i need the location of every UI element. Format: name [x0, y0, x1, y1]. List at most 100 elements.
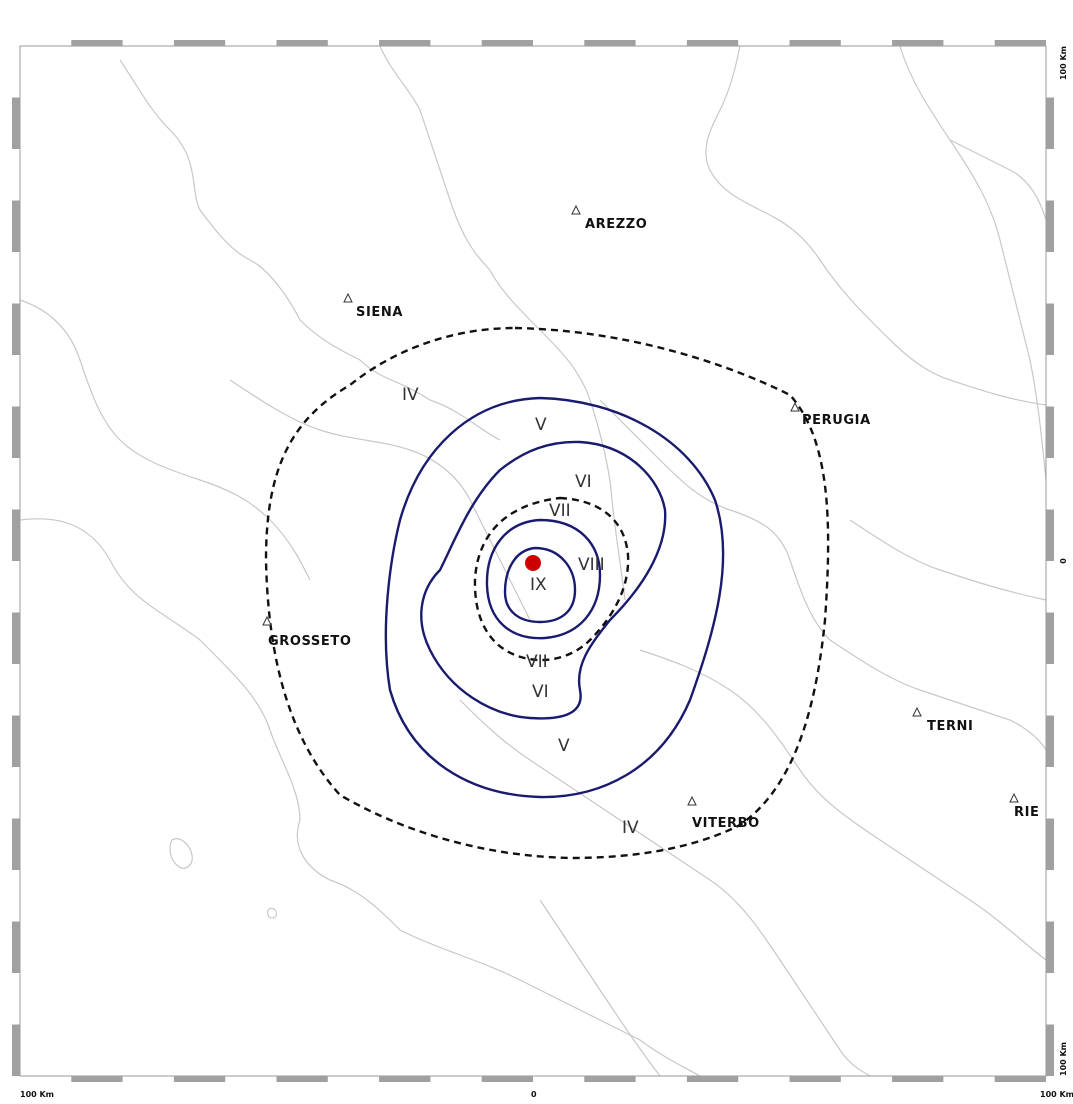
island-outline: [169, 838, 193, 869]
triangle-icon: [343, 292, 353, 303]
isoseismal-v: [384, 396, 725, 799]
isoseismal-vi: [420, 440, 667, 720]
scale-stripe: [12, 921, 20, 973]
scale-stripe: [994, 1076, 1046, 1082]
island-outline: [267, 907, 277, 919]
city-label: SIENA: [356, 305, 403, 320]
scale-stripe: [1046, 509, 1054, 561]
scale-stripe: [12, 97, 20, 149]
intensity-label: VII: [549, 501, 571, 521]
city-label: GROSSETO: [268, 634, 351, 649]
intensity-label: VI: [532, 682, 549, 702]
scale-label-bottom-center: 0: [531, 1090, 537, 1099]
scale-stripe: [173, 40, 226, 46]
scale-stripe: [584, 40, 636, 46]
scale-stripe: [12, 200, 20, 252]
scale-stripe: [1046, 200, 1054, 252]
epicenter-marker[interactable]: [525, 555, 541, 571]
city-terni[interactable]: TERNI: [912, 706, 973, 734]
city-label: PERUGIA: [802, 413, 871, 428]
city-viterbo[interactable]: VITERBO: [687, 795, 760, 831]
scale-label-bottom-right: 100 Km: [1040, 1090, 1073, 1099]
scale-stripe: [686, 1076, 739, 1082]
scale-stripe: [789, 40, 841, 46]
isoseismal-iv: [264, 326, 830, 860]
intensity-label: VI: [575, 472, 592, 492]
scale-stripe: [1046, 921, 1054, 973]
scale-stripe: [892, 40, 944, 46]
triangle-icon: [1009, 792, 1019, 803]
triangle-icon: [687, 795, 697, 806]
intensity-labels: IV V VI VII VIII IX VII VI V IV: [402, 385, 639, 838]
triangle-icon: [262, 615, 272, 626]
scale-stripe: [12, 406, 20, 458]
city-grosseto[interactable]: GROSSETO: [262, 615, 351, 649]
triangle-icon: [571, 204, 581, 215]
scale-label-right-bottom: 100 Km: [1059, 1042, 1068, 1076]
scale-label-right-top: 100 Km: [1059, 46, 1068, 80]
scale-stripe: [892, 1076, 944, 1082]
scale-stripe: [12, 1024, 20, 1076]
intensity-label: V: [535, 415, 547, 435]
city-label: AREZZO: [585, 217, 647, 232]
intensity-label: IX: [530, 575, 547, 595]
scale-stripe: [12, 818, 20, 870]
scale-stripe: [12, 509, 20, 561]
scale-stripe: [1046, 406, 1054, 458]
scale-stripe: [12, 612, 20, 664]
frame-scale-stripes: [12, 40, 1054, 1082]
scale-stripe: [12, 715, 20, 767]
scale-stripe: [71, 1076, 123, 1082]
region-boundary: [459, 699, 871, 1077]
region-boundary: [639, 649, 1047, 961]
intensity-label: VIII: [578, 555, 605, 575]
scale-stripe: [1046, 818, 1054, 870]
intensity-label: V: [558, 736, 570, 756]
scale-stripe: [1046, 1024, 1054, 1076]
scale-stripe: [481, 40, 533, 46]
region-boundary: [705, 45, 1047, 406]
intensity-label: VII: [526, 652, 548, 672]
city-label: VITERBO: [692, 816, 760, 831]
isoseismal-vii: [473, 496, 630, 662]
intensity-label: IV: [402, 385, 419, 405]
isoseismal-viii: [485, 518, 602, 640]
region-boundary: [599, 399, 1047, 751]
scale-stripe: [584, 1076, 636, 1082]
isoseismal-ix: [503, 546, 577, 624]
scale-stripe: [379, 1076, 431, 1082]
scale-label-right-middle: 0: [1059, 558, 1068, 564]
isoseismal-contours: [264, 326, 830, 860]
scale-stripe: [276, 40, 328, 46]
scale-stripe: [1046, 715, 1054, 767]
region-boundary: [899, 45, 1047, 481]
scale-stripe: [1046, 303, 1054, 355]
city-arezzo[interactable]: AREZZO: [571, 204, 647, 232]
scale-stripe: [71, 40, 123, 46]
region-boundary: [229, 379, 531, 621]
scale-labels: 100 Km 0 100 Km 100 Km 0 100 Km: [20, 46, 1073, 1099]
city-label: TERNI: [927, 719, 973, 734]
region-boundary: [119, 59, 501, 441]
scale-label-bottom-left: 100 Km: [20, 1090, 54, 1099]
scale-stripe: [789, 1076, 841, 1082]
city-perugia[interactable]: PERUGIA: [790, 401, 871, 428]
scale-stripe: [1046, 97, 1054, 149]
city-label: RIE: [1014, 805, 1040, 820]
city-rie[interactable]: RIE: [1009, 792, 1040, 820]
region-boundary: [539, 899, 661, 1077]
scale-stripe: [173, 1076, 226, 1082]
region-boundary: [949, 139, 1047, 221]
triangle-icon: [912, 706, 922, 717]
scale-stripe: [1046, 612, 1054, 664]
coastline: [19, 518, 701, 1077]
scale-stripe: [686, 40, 739, 46]
city-siena[interactable]: SIENA: [343, 292, 403, 320]
region-boundary: [19, 299, 311, 581]
scale-stripe: [481, 1076, 533, 1082]
administrative-boundaries: [19, 45, 1047, 1077]
scale-stripe: [994, 40, 1046, 46]
scale-stripe: [379, 40, 431, 46]
scale-stripe: [276, 1076, 328, 1082]
